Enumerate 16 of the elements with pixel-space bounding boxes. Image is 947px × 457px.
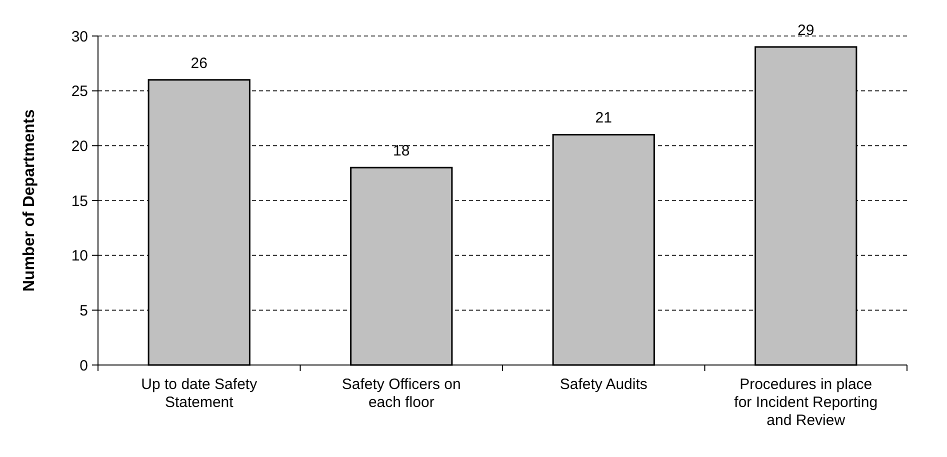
x-tick-label: Procedures in place for Incident Reporting and Review (734, 376, 878, 429)
x-tick-label: Up to date Safety Statement (141, 376, 258, 411)
y-tick-label: 30 (71, 28, 88, 46)
data-label: 26 (190, 54, 208, 72)
y-tick-label: 20 (71, 138, 88, 155)
y-tick-label: 5 (80, 302, 88, 320)
y-tick-label: 25 (71, 83, 88, 100)
data-label: 21 (595, 110, 612, 127)
data-label: 29 (798, 22, 814, 39)
y-axis-title: Number of Departments (21, 109, 38, 292)
x-tick-label: Safety Officers on each floor (342, 376, 461, 411)
y-tick-label: 0 (80, 357, 88, 374)
y-tick-label: 10 (71, 248, 88, 265)
data-label: 18 (393, 142, 410, 160)
x-tick-label: Safety Audits (560, 376, 648, 393)
y-tick-label: 15 (71, 192, 88, 210)
